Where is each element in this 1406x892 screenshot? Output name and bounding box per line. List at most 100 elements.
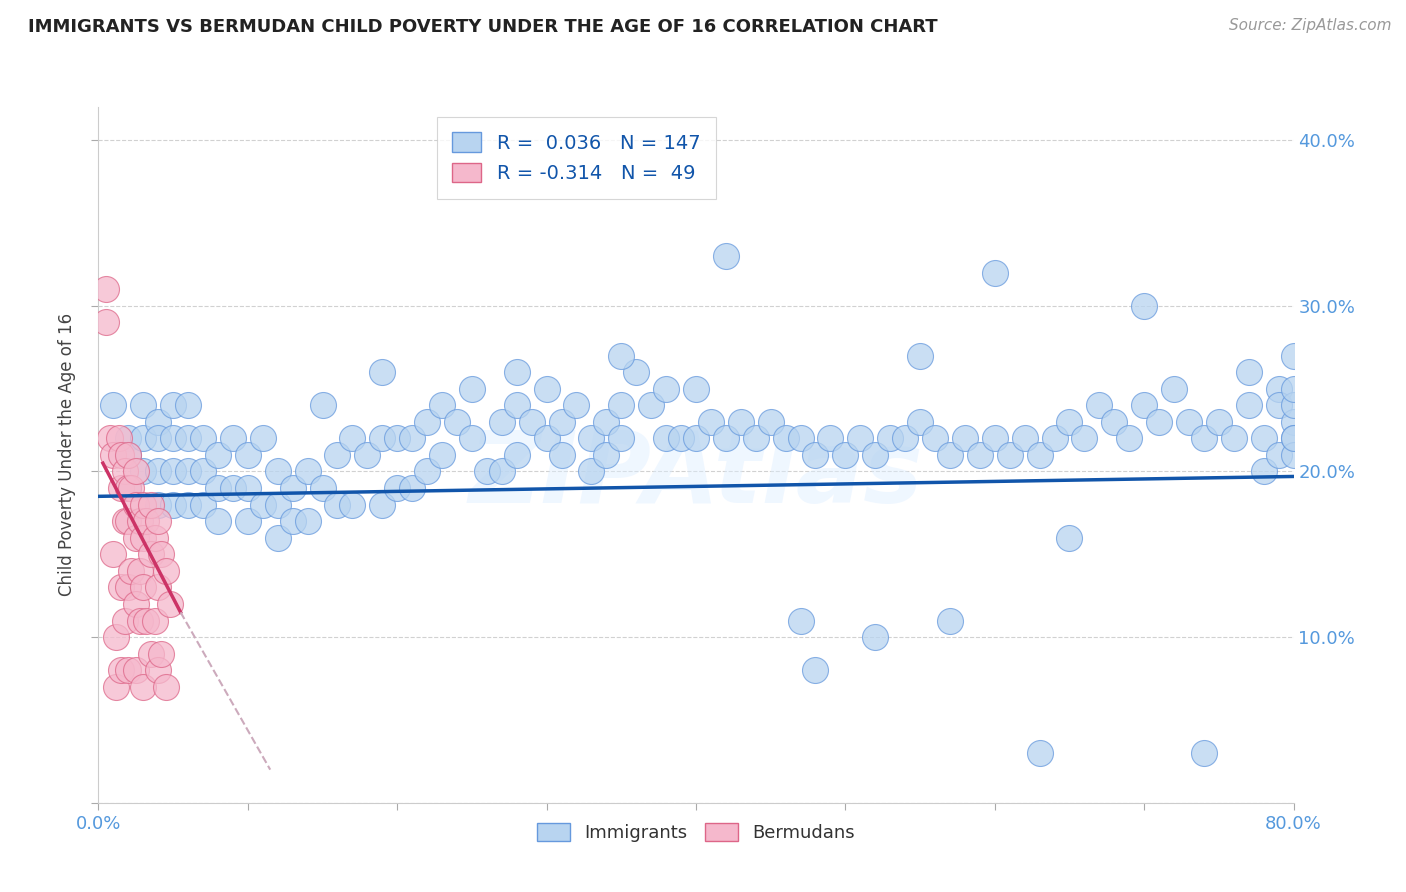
Point — [139, 647, 162, 661]
Point — [655, 382, 678, 396]
Point — [162, 431, 184, 445]
Point — [1282, 398, 1305, 412]
Point — [267, 531, 290, 545]
Point — [385, 481, 409, 495]
Point — [953, 431, 976, 445]
Point — [114, 514, 136, 528]
Point — [222, 481, 245, 495]
Point — [342, 498, 364, 512]
Point — [236, 481, 259, 495]
Point — [117, 581, 139, 595]
Point — [610, 398, 633, 412]
Point — [207, 481, 229, 495]
Point — [1043, 431, 1066, 445]
Point — [132, 398, 155, 412]
Point — [1192, 746, 1215, 760]
Point — [581, 465, 603, 479]
Point — [139, 498, 162, 512]
Point — [1253, 431, 1275, 445]
Point — [114, 465, 136, 479]
Point — [150, 547, 173, 561]
Point — [1163, 382, 1185, 396]
Point — [177, 498, 200, 512]
Point — [401, 431, 423, 445]
Point — [969, 448, 991, 462]
Point — [117, 431, 139, 445]
Point — [311, 398, 333, 412]
Point — [491, 465, 513, 479]
Point — [177, 398, 200, 412]
Point — [595, 448, 617, 462]
Point — [804, 663, 827, 677]
Point — [148, 465, 170, 479]
Point — [849, 431, 872, 445]
Point — [745, 431, 768, 445]
Point — [98, 431, 122, 445]
Point — [132, 680, 155, 694]
Point — [1267, 448, 1289, 462]
Point — [148, 431, 170, 445]
Point — [865, 630, 887, 644]
Point — [162, 498, 184, 512]
Legend: Immigrants, Bermudans: Immigrants, Bermudans — [530, 815, 862, 849]
Point — [94, 282, 117, 296]
Point — [595, 415, 617, 429]
Point — [939, 614, 962, 628]
Point — [129, 564, 152, 578]
Point — [236, 448, 259, 462]
Point — [416, 465, 439, 479]
Point — [281, 481, 304, 495]
Point — [371, 498, 394, 512]
Point — [108, 431, 131, 445]
Point — [714, 249, 737, 263]
Point — [162, 398, 184, 412]
Point — [730, 415, 752, 429]
Point — [908, 349, 931, 363]
Point — [191, 431, 214, 445]
Point — [1028, 746, 1050, 760]
Point — [110, 581, 132, 595]
Point — [416, 415, 439, 429]
Point — [1059, 415, 1081, 429]
Point — [148, 498, 170, 512]
Point — [669, 431, 692, 445]
Point — [120, 564, 142, 578]
Point — [222, 431, 245, 445]
Point — [326, 448, 349, 462]
Point — [155, 564, 177, 578]
Point — [536, 382, 558, 396]
Point — [401, 481, 423, 495]
Point — [998, 448, 1021, 462]
Point — [894, 431, 917, 445]
Point — [491, 415, 513, 429]
Point — [114, 614, 136, 628]
Point — [371, 431, 394, 445]
Point — [159, 597, 181, 611]
Point — [135, 514, 157, 528]
Point — [775, 431, 797, 445]
Point — [789, 431, 811, 445]
Point — [177, 465, 200, 479]
Point — [129, 514, 152, 528]
Point — [117, 448, 139, 462]
Point — [385, 431, 409, 445]
Point — [103, 547, 125, 561]
Point — [150, 647, 173, 661]
Point — [103, 448, 125, 462]
Point — [461, 431, 484, 445]
Point — [105, 630, 128, 644]
Point — [640, 398, 662, 412]
Point — [655, 431, 678, 445]
Point — [132, 581, 155, 595]
Point — [879, 431, 901, 445]
Point — [1267, 398, 1289, 412]
Y-axis label: Child Poverty Under the Age of 16: Child Poverty Under the Age of 16 — [58, 313, 76, 597]
Point — [191, 465, 214, 479]
Point — [103, 398, 125, 412]
Point — [356, 448, 378, 462]
Point — [191, 498, 214, 512]
Point — [207, 448, 229, 462]
Point — [550, 448, 572, 462]
Point — [129, 614, 152, 628]
Point — [311, 481, 333, 495]
